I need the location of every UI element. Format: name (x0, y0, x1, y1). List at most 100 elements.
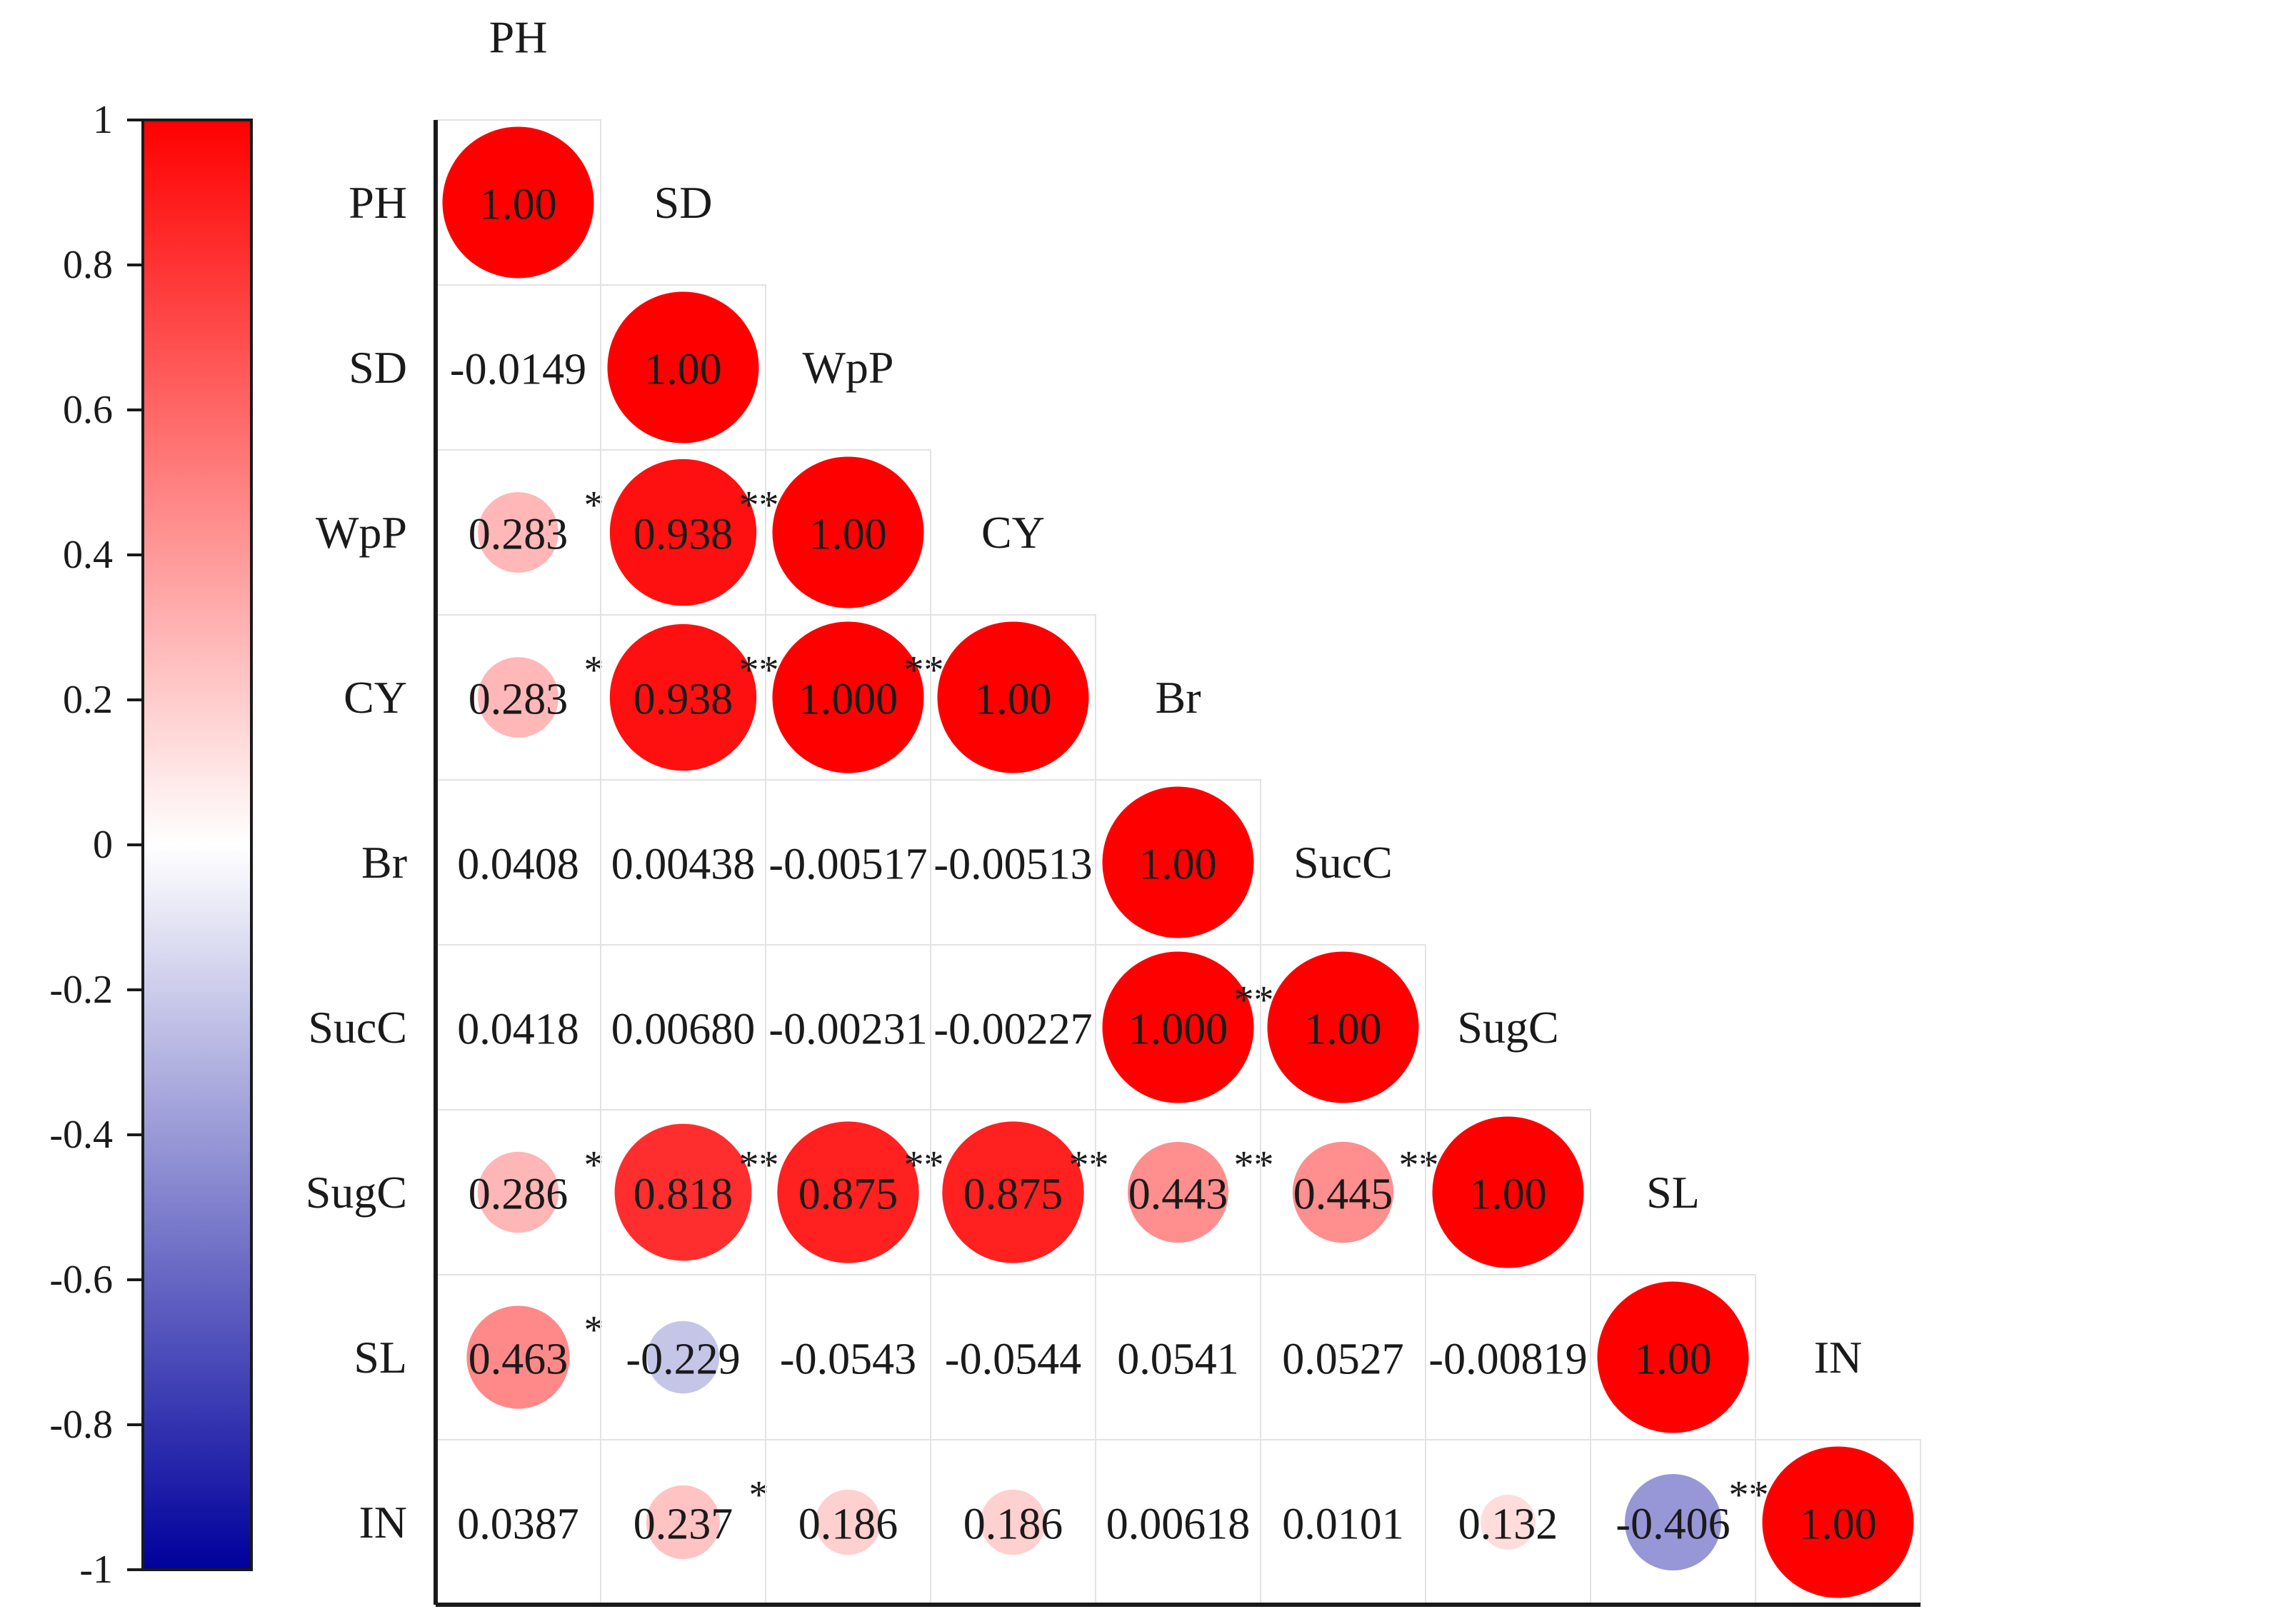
matrix-cell: 0.283* (435, 449, 604, 616)
correlation-value: 1.00 (1304, 1006, 1382, 1054)
matrix-cell: 0.938** (600, 614, 779, 781)
colorbar-tick-label: 0 (93, 823, 113, 867)
correlation-bubble (772, 456, 924, 608)
correlation-value: 0.0408 (457, 841, 579, 889)
matrix-cell: 0.237* (600, 1439, 769, 1605)
colorbar-tick-label: -0.4 (49, 1113, 113, 1157)
significance-marker: ** (1729, 1473, 1769, 1518)
colorbar-tick-label: 0.8 (63, 243, 113, 287)
row-label: CY (344, 672, 407, 723)
row-label: IN (359, 1497, 407, 1548)
correlation-value: 0.286 (469, 1171, 569, 1219)
correlation-value: -0.0544 (945, 1335, 1081, 1384)
correlation-value: 1.00 (1634, 1335, 1712, 1384)
matrix-cell: 0.00680 (600, 944, 766, 1111)
matrix-cell: 1.000** (765, 614, 944, 781)
matrix-cell: 1.00 (435, 119, 601, 286)
matrix-cell: 1.00 (765, 449, 931, 616)
matrix-cell: 0.0541 (1095, 1274, 1261, 1440)
matrix-cell: 1.00 (600, 284, 766, 451)
correlation-value: 0.132 (1458, 1500, 1558, 1549)
colorbar-tick-label: 1 (93, 98, 113, 142)
correlation-grid: 1.00-0.0149 1.000.283*0.938**1.000.283*0.… (435, 119, 1921, 1605)
correlation-bubble (980, 1489, 1046, 1555)
correlation-value: 0.237 (633, 1500, 733, 1549)
correlation-bubble (1292, 1141, 1394, 1243)
matrix-cell: 0.875** (765, 1109, 944, 1275)
matrix-cell: -0.00227 (930, 944, 1096, 1111)
correlation-bubble (1267, 951, 1419, 1103)
correlation-value: 0.283 (469, 676, 569, 724)
correlation-value: 0.00618 (1106, 1500, 1251, 1549)
correlation-value: 0.0418 (457, 1006, 579, 1054)
correlation-value: 0.463 (469, 1335, 569, 1384)
significance-marker: ** (904, 648, 944, 693)
correlation-value: 1.00 (974, 676, 1052, 724)
correlation-value: 0.186 (798, 1500, 898, 1549)
correlation-value: 1.00 (1139, 841, 1217, 889)
matrix-cell: 0.938** (600, 449, 779, 616)
significance-marker: ** (1069, 1143, 1109, 1188)
correlation-value: 0.0541 (1117, 1335, 1239, 1384)
correlation-value: 0.0101 (1282, 1500, 1404, 1549)
column-label: CY (981, 507, 1045, 558)
colorbar-tick-label: -0.8 (49, 1403, 113, 1447)
matrix-cell: -0.406** (1590, 1439, 1769, 1605)
correlation-value: 1.00 (1799, 1500, 1877, 1549)
matrix-axes (434, 120, 1920, 1607)
matrix-cell: 0.132 (1425, 1439, 1591, 1605)
correlation-bubble (1432, 1116, 1584, 1268)
row-label: PH (349, 177, 407, 228)
correlation-value: 0.445 (1293, 1171, 1393, 1219)
correlation-bubble (1127, 1141, 1229, 1243)
matrix-cell: 1.00 (1755, 1439, 1921, 1605)
row-label: WpP (316, 507, 407, 558)
correlation-value: -0.406 (1616, 1500, 1730, 1549)
column-label: SucC (1293, 837, 1393, 888)
correlation-bubble (478, 492, 559, 573)
correlation-bubble (777, 1121, 919, 1263)
correlation-value: 1.000 (1128, 1006, 1228, 1054)
correlation-bubble (609, 458, 757, 606)
row-label: Br (361, 837, 407, 888)
correlation-value: 0.186 (963, 1500, 1063, 1549)
matrix-cell: 1.00 (930, 614, 1096, 781)
column-label: PH (489, 12, 548, 63)
matrix-cell: 0.186 (930, 1439, 1096, 1605)
correlation-value: -0.00227 (933, 1006, 1092, 1054)
matrix-cell: 0.00438 (600, 779, 766, 946)
matrix-cell: 0.875** (930, 1109, 1109, 1275)
correlation-value: 1.00 (479, 181, 557, 229)
matrix-cell: 0.0418 (435, 944, 601, 1111)
row-label: SL (354, 1332, 407, 1383)
column-label: IN (1814, 1332, 1863, 1383)
column-label: SugC (1457, 1002, 1558, 1053)
correlation-value: 1.00 (809, 511, 887, 559)
matrix-cell: -0.0149 (435, 284, 601, 451)
row-label: SD (349, 342, 407, 393)
correlation-value: -0.229 (626, 1335, 740, 1384)
matrix-cell: 0.445** (1260, 1109, 1439, 1275)
matrix-cell: 0.443** (1095, 1109, 1274, 1275)
matrix-cell: 0.186 (765, 1439, 931, 1605)
correlation-value: 1.00 (644, 346, 722, 394)
correlation-value: -0.00513 (933, 841, 1092, 889)
correlation-value: -0.0149 (450, 346, 586, 394)
matrix-cell: -0.0544 (930, 1274, 1096, 1440)
matrix-cell: -0.229 (600, 1274, 766, 1440)
correlation-bubble (607, 291, 759, 443)
significance-marker: ** (904, 1143, 944, 1188)
correlation-bubble (1480, 1494, 1536, 1550)
matrix-cell: 0.00618 (1095, 1439, 1261, 1605)
variable-labels: PH PH SD SD WpP WpP CY CY Br Br SucC SucC SugC SugC SL… (306, 12, 1863, 1548)
matrix-cell: 0.463* (435, 1274, 604, 1440)
significance-marker: ** (1399, 1143, 1439, 1188)
correlation-value: 0.938 (633, 511, 733, 559)
column-label: Br (1156, 672, 1201, 723)
significance-marker: ** (1234, 1143, 1274, 1188)
correlation-value: 0.938 (633, 676, 733, 724)
correlation-value: -0.0543 (780, 1335, 916, 1384)
matrix-cell: 0.0527 (1260, 1274, 1426, 1440)
correlation-value: 0.0387 (457, 1500, 579, 1549)
